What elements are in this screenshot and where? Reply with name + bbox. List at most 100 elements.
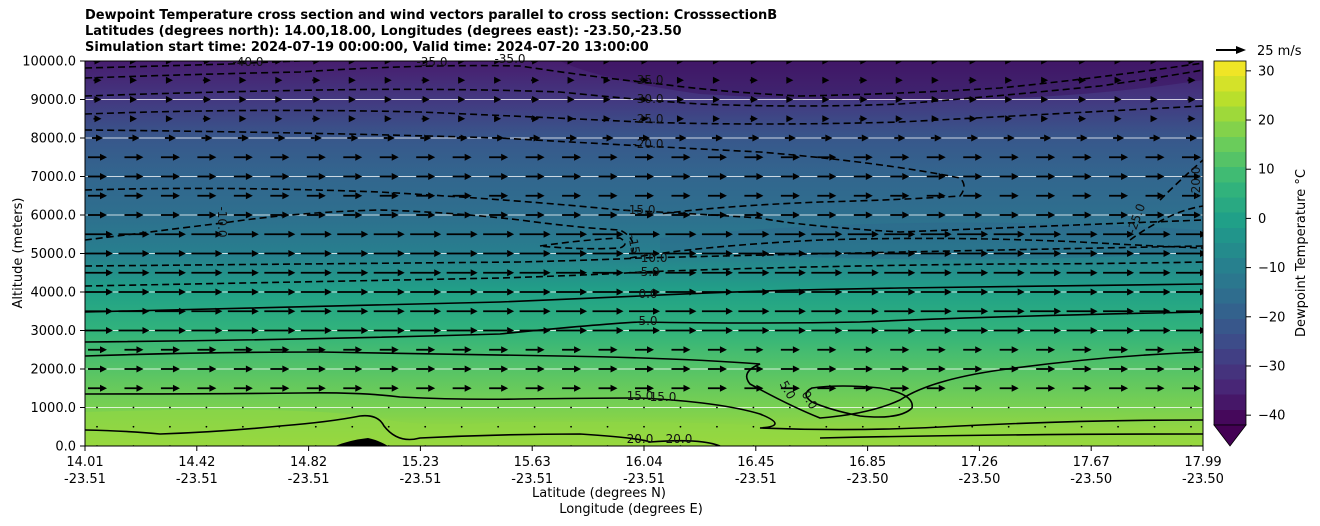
- wind-arrow: [861, 406, 864, 409]
- wind-arrow: [968, 61, 977, 65]
- wind-arrow: [1036, 192, 1056, 200]
- contour-neg25: [85, 105, 1203, 125]
- contour-neg10: [85, 209, 1203, 260]
- wind-arrow: [483, 250, 515, 257]
- wind-arrow: [1103, 288, 1135, 296]
- colorbar-tick-label: −40: [1258, 409, 1285, 424]
- wind-arrow: [780, 211, 800, 219]
- wind-arrow: [306, 346, 326, 354]
- wind-arrow: [853, 346, 873, 354]
- wind-arrow: [665, 269, 697, 277]
- contour-label: 5.0: [638, 314, 657, 328]
- wind-arrow: [118, 288, 150, 296]
- contour-neg25-right: [1129, 205, 1203, 241]
- wind-arrow: [821, 134, 833, 142]
- wind-arrow: [233, 173, 253, 180]
- wind-arrow: [1007, 406, 1010, 409]
- wind-arrow: [957, 288, 989, 296]
- wind-arrow: [957, 250, 989, 257]
- y-tick-label: 2000.0: [31, 363, 77, 378]
- wind-arrow: [233, 346, 253, 354]
- contour-label: -35.0: [494, 52, 525, 66]
- wind-arrow: [1150, 115, 1158, 123]
- contour-label: 20.0: [627, 432, 654, 446]
- wind-arrow: [999, 192, 1019, 200]
- wind-arrow: [640, 96, 649, 103]
- wind-arrow: [93, 76, 102, 84]
- wind-arrow: [890, 365, 910, 373]
- wind-arrow: [93, 61, 102, 65]
- wind-arrow: [525, 211, 545, 219]
- wind-arrow: [489, 211, 509, 219]
- wind-arrow: [1114, 61, 1122, 65]
- wind-arrow: [452, 346, 472, 354]
- wind-arrow: [1041, 61, 1049, 65]
- wind-arrow: [197, 173, 217, 180]
- contour-label: 0.0: [638, 287, 657, 301]
- wind-arrow: [379, 211, 399, 219]
- wind-arrow: [884, 307, 916, 315]
- wind-arrow: [1176, 230, 1203, 238]
- wind-arrow: [1030, 307, 1062, 315]
- wind-arrow: [264, 307, 296, 315]
- wind-arrow: [460, 425, 463, 428]
- wind-arrow: [635, 211, 654, 219]
- wind-arrow: [749, 96, 758, 103]
- wind-arrow: [1103, 327, 1135, 334]
- wind-arrow: [598, 211, 618, 219]
- wind-arrow: [300, 250, 332, 257]
- contour-label: -20.0: [632, 137, 663, 151]
- wind-arrow: [446, 307, 478, 315]
- contour-label: -10.0: [636, 251, 667, 265]
- wind-arrow: [598, 173, 618, 180]
- wind-arrow: [822, 115, 830, 123]
- wind-arrow: [202, 115, 211, 123]
- field-overlays: [85, 61, 1203, 446]
- wind-arrow: [519, 250, 551, 257]
- wind-arrow: [1139, 307, 1171, 315]
- x-tick-label-lon: -23.51: [511, 472, 553, 487]
- wind-arrow: [379, 365, 399, 373]
- contour-neg20-right: [1159, 159, 1203, 201]
- wind-arrow: [1182, 192, 1201, 200]
- wind-arrow: [275, 96, 283, 103]
- wind-arrow: [635, 153, 654, 161]
- contour-20: [85, 414, 721, 446]
- wind-arrow: [1190, 425, 1192, 428]
- wind-arrow: [957, 307, 989, 315]
- title-line-3: Simulation start time: 2024-07-19 00:00:…: [85, 40, 649, 55]
- wind-arrow: [1078, 76, 1087, 84]
- wind-arrow: [1072, 384, 1092, 392]
- wind-arrow: [811, 269, 843, 277]
- wind-arrow: [458, 76, 466, 84]
- wind-arrow: [890, 211, 910, 219]
- wind-arrow: [847, 327, 879, 334]
- wind-arrow: [306, 211, 326, 219]
- wind-arrow: [202, 61, 211, 65]
- wind-arrow: [489, 173, 509, 180]
- wind-arrow: [811, 327, 843, 334]
- wind-arrow: [452, 211, 472, 219]
- wind-arrow: [817, 173, 837, 180]
- wind-arrow: [817, 153, 837, 161]
- wind-arrow: [556, 288, 588, 296]
- wind-arrow: [275, 61, 283, 65]
- wind-arrow: [416, 346, 436, 354]
- wind-arrow: [92, 134, 103, 142]
- wind-arrow: [884, 250, 916, 257]
- wind-arrow: [602, 134, 614, 142]
- wind-arrow: [124, 173, 144, 180]
- contour-label: 15.0: [650, 390, 677, 404]
- wind-arrow: [489, 346, 509, 354]
- wind-arrow: [592, 288, 624, 296]
- contour-lines: [85, 61, 1203, 446]
- wind-arrow: [379, 153, 399, 161]
- wind-arrow: [416, 192, 436, 200]
- wind-arrow: [533, 406, 536, 409]
- wind-arrow: [716, 425, 718, 428]
- wind-arrow: [556, 307, 588, 315]
- wind-arrow: [519, 288, 551, 296]
- x-tick-label-lon: -23.51: [399, 472, 441, 487]
- wind-arrow: [1176, 288, 1203, 296]
- wind-arrow: [384, 61, 392, 65]
